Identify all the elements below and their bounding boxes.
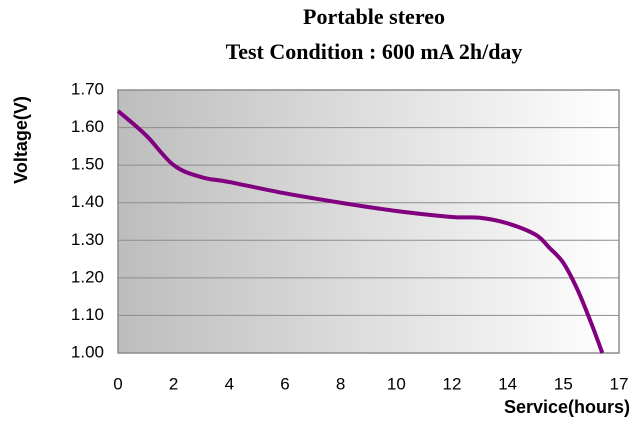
x-tick-label: 12 (443, 374, 462, 393)
y-tick-label: 1.40 (71, 192, 104, 211)
x-tick-label: 14 (498, 374, 517, 393)
x-tick-label: 8 (336, 374, 345, 393)
y-tick-label: 1.70 (71, 79, 104, 98)
y-axis-title: Voltage(V) (11, 96, 31, 184)
plot-area (117, 89, 620, 354)
y-tick-label: 1.00 (71, 342, 104, 361)
x-tick-label: 4 (225, 374, 234, 393)
x-tick-label: 6 (280, 374, 289, 393)
y-tick-label: 1.50 (71, 155, 104, 174)
x-tick-label: 2 (169, 374, 178, 393)
y-tick-label: 1.10 (71, 305, 104, 324)
y-tick-label: 1.20 (71, 267, 104, 286)
x-tick-label: 0 (113, 374, 122, 393)
y-tick-label: 1.60 (71, 117, 104, 136)
x-tick-label: 17 (610, 374, 629, 393)
x-tick-label: 15 (554, 374, 573, 393)
chart-title: Portable stereo (303, 4, 445, 29)
y-tick-label: 1.30 (71, 230, 104, 249)
x-axis-title: Service(hours) (504, 397, 630, 417)
data-line (116, 109, 605, 354)
chart-subtitle: Test Condition : 600 mA 2h/day (226, 39, 523, 64)
x-tick-label: 10 (387, 374, 406, 393)
